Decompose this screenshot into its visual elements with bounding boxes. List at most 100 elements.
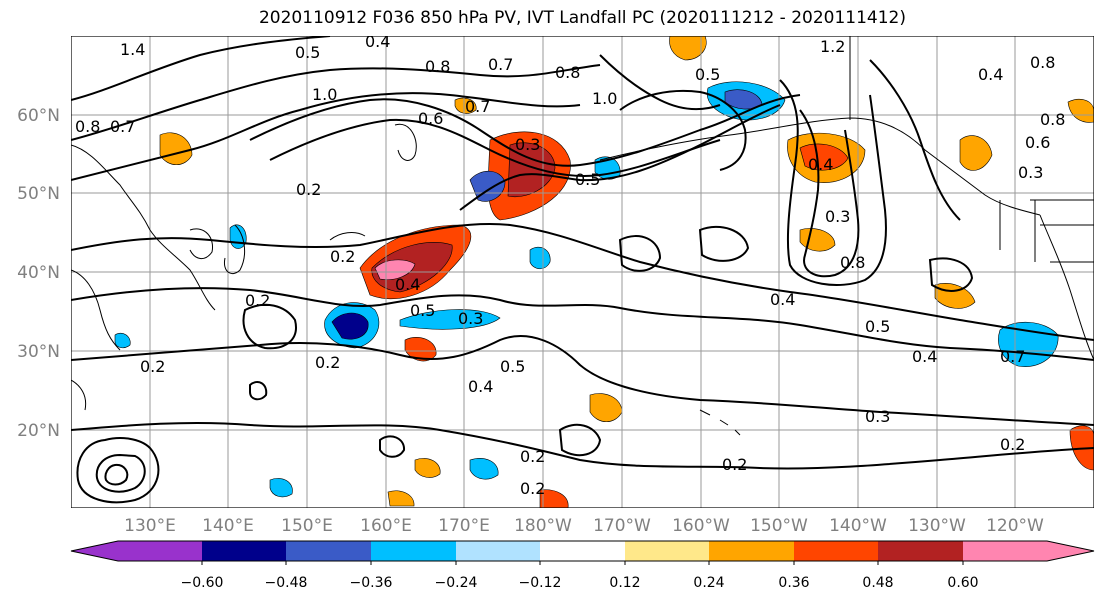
colorbar-segment [371, 541, 456, 561]
colorbar-tick-label: −0.36 [350, 575, 393, 591]
colorbar-tick-label: −0.60 [181, 575, 224, 591]
contour-label: 0.5 [695, 65, 720, 84]
coastlines [71, 36, 1094, 436]
colorbar-tick-label: 0.48 [862, 575, 893, 591]
colorbar-tick-label: −0.12 [519, 575, 562, 591]
contour-label: 0.2 [722, 455, 747, 474]
positive-anomaly-patch [414, 458, 441, 478]
negative-anomaly-patch [114, 332, 131, 349]
contour-label: 0.8 [555, 63, 580, 82]
lon-label: 170°E [438, 516, 490, 536]
colorbar-segment [118, 541, 202, 561]
colorbar-segment [71, 541, 118, 561]
contour-label: 0.5 [865, 317, 890, 336]
contour-label: 0.7 [488, 55, 513, 74]
colorbar-tick-label: 0.24 [693, 575, 724, 591]
positive-anomaly-patch [539, 489, 569, 508]
positive-anomaly-patch [159, 132, 193, 166]
contour-label: 0.5 [410, 301, 435, 320]
contour-label: 1.4 [120, 40, 145, 59]
negative-anomaly-patch [469, 458, 499, 480]
graticule [71, 36, 1094, 508]
colorbar-segment [878, 541, 963, 561]
plot-title: 2020110912 F036 850 hPa PV, IVT Landfall… [258, 8, 906, 28]
lon-label: 130°E [124, 516, 176, 536]
lat-label: 20°N [17, 421, 60, 441]
colorbar-segment [794, 541, 878, 561]
colorbar-tick-label: 0.36 [778, 575, 809, 591]
lon-label: 180°W [514, 516, 572, 536]
longitude-labels: 130°E 140°E 150°E 160°E 170°E 180°W 170°… [124, 516, 1044, 536]
negative-anomaly-patch [269, 478, 293, 498]
contour-label: 0.5 [500, 357, 525, 376]
contour-label: 0.6 [1025, 133, 1050, 152]
negative-anomaly-patch [529, 246, 551, 270]
contour-label: 1.0 [312, 85, 337, 104]
contour-label: 0.8 [840, 253, 865, 272]
contour-label: 0.3 [865, 407, 890, 426]
contour-label: 0.3 [825, 207, 850, 226]
colorbar-tick-labels: −0.60 −0.48 −0.36 −0.24 −0.12 0.12 0.24 … [181, 575, 979, 591]
colorbar-segment [286, 541, 371, 561]
latitude-labels: 60°N 50°N 40°N 30°N 20°N [17, 106, 60, 441]
contour-label: 1.0 [592, 89, 617, 108]
contour-label: 0.7 [110, 117, 135, 136]
negative-anomaly-patch [469, 170, 506, 202]
colorbar-segment [963, 541, 1094, 561]
contour-label: 0.3 [1018, 163, 1043, 182]
lat-label: 40°N [17, 263, 60, 283]
contour-label: 0.2 [296, 180, 321, 199]
contour-label: 0.8 [1030, 53, 1055, 72]
colorbar [70, 540, 1095, 565]
colorbar-outline [70, 540, 1095, 562]
contour-label: 0.4 [978, 65, 1003, 84]
colorbar-tick-label: −0.24 [435, 575, 478, 591]
contour-label: 0.4 [468, 377, 493, 396]
contour-labels: 1.4 0.4 0.5 0.8 0.7 0.8 1.2 0.8 0.4 0.8 … [75, 36, 1065, 498]
colorbar-tick-label: −0.48 [265, 575, 308, 591]
colorbar-segment [202, 541, 286, 561]
colorbar-segment [540, 541, 625, 561]
positive-anomaly-patch [1067, 99, 1094, 123]
contour-label: 0.4 [808, 155, 833, 174]
lon-label: 150°E [281, 516, 333, 536]
lon-label: 140°W [829, 516, 887, 536]
contour-label: 0.7 [465, 97, 490, 116]
contour-label: 0.2 [1000, 435, 1025, 454]
colorbar-tick-label: 0.60 [947, 575, 978, 591]
negative-anomaly-patch [331, 312, 369, 340]
lon-label: 160°W [672, 516, 730, 536]
contour-label: 0.3 [458, 309, 483, 328]
colorbar-segment [456, 541, 540, 561]
positive-anomaly-patch [374, 259, 416, 280]
contour-label: 0.2 [245, 291, 270, 310]
contour-label: 0.3 [515, 135, 540, 154]
contour-label: 0.2 [520, 447, 545, 466]
colorbar-segment [625, 541, 709, 561]
positive-anomaly-patch [799, 143, 849, 171]
contour-label: 0.8 [75, 117, 100, 136]
contour-label: 0.4 [912, 347, 937, 366]
positive-anomaly-patch [404, 336, 437, 362]
contour-label: 0.2 [520, 479, 545, 498]
contour-label: 0.2 [330, 247, 355, 266]
lon-label: 130°W [908, 516, 966, 536]
contour-label: 0.4 [395, 275, 420, 294]
lon-label: 150°W [750, 516, 808, 536]
negative-anomaly-patch [399, 309, 501, 330]
pv-contours [71, 36, 1094, 504]
lon-label: 120°W [986, 516, 1044, 536]
contour-label: 0.5 [295, 43, 320, 62]
positive-anomaly-patch [959, 135, 993, 171]
contour-label: 0.7 [1000, 347, 1025, 366]
positive-anomaly-patch [387, 490, 415, 507]
contour-label: 0.8 [425, 57, 450, 76]
contour-label: 0.2 [140, 357, 165, 376]
contour-label: 0.8 [1040, 110, 1065, 129]
positive-anomaly-patch [454, 97, 477, 114]
contour-label: 0.6 [418, 109, 443, 128]
colorbar-tick-label: 0.12 [609, 575, 640, 591]
pv-shading [114, 36, 1094, 508]
contour-label: 0.5 [575, 170, 600, 189]
